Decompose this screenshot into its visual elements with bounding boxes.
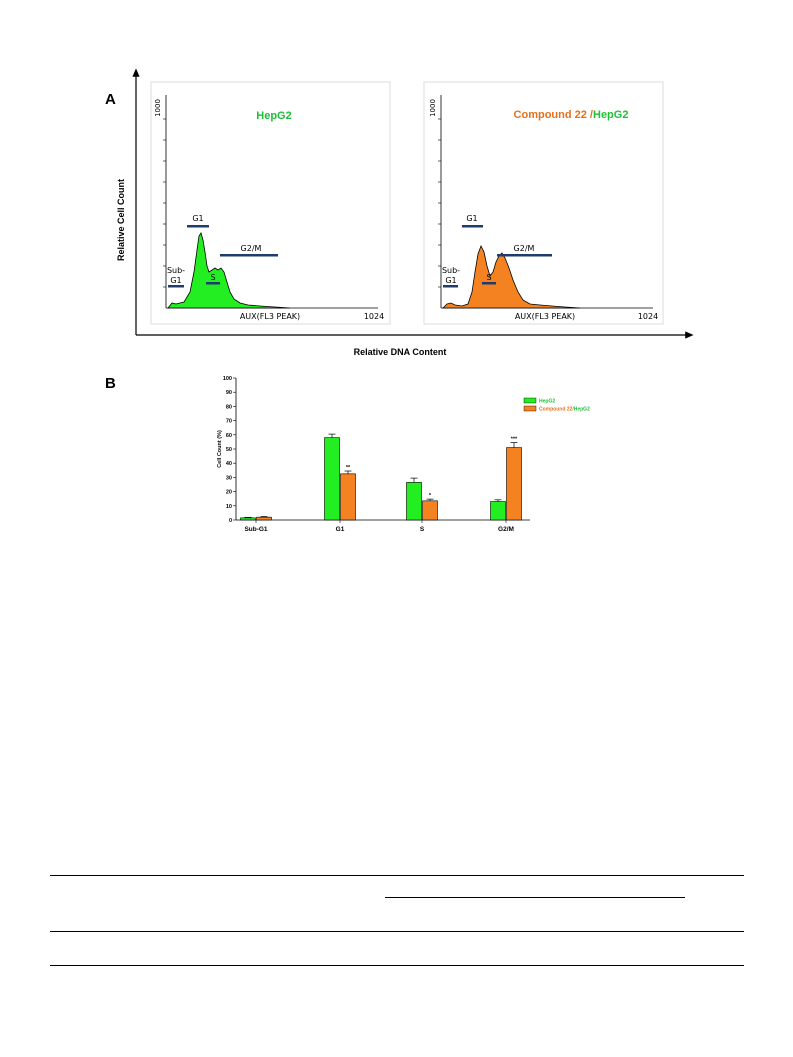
phase-label-g1: G1 xyxy=(466,214,477,223)
histogram-y-ticks xyxy=(163,118,166,288)
y-axis-title: Relative Cell Count xyxy=(116,179,126,261)
histogram-title-part-1: / xyxy=(587,109,593,121)
bar-compound22 xyxy=(422,500,438,521)
phase-bar-g2m xyxy=(220,254,278,257)
phase-bar-g2m xyxy=(497,254,552,257)
bar-y-tick-label: 100 xyxy=(223,376,232,382)
panel-a-letter: A xyxy=(105,91,116,108)
table-top-rule xyxy=(50,875,744,876)
histogram-frame xyxy=(150,81,391,325)
histogram-frame xyxy=(423,81,664,325)
histogram-title-part-0: Compound 22 xyxy=(514,109,587,121)
phase-bar-g1 xyxy=(462,225,483,228)
x-axis-title: Relative DNA Content xyxy=(354,347,447,357)
legend-label-part-1: / xyxy=(572,407,574,413)
phase-label-subg1-line2: G1 xyxy=(170,276,181,285)
bar-category-label: G2/M xyxy=(498,526,514,533)
phase-bar-subg1 xyxy=(443,285,458,288)
histogram-hepg2: 1000 HepG2 Sub- G1 G1 S G2/M AUX(FL3 PEA… xyxy=(150,81,391,325)
histogram-x-axis-label: AUX(FL3 PEAK) xyxy=(240,312,300,321)
legend-label-part-0: Compound 22 xyxy=(539,407,573,413)
phase-bar-g1 xyxy=(187,225,209,228)
histogram-curve-compound22 xyxy=(442,245,581,309)
phase-label-g2m: G2/M xyxy=(514,244,535,253)
bar-y-tick-label: 50 xyxy=(226,447,232,453)
bar-compound22 xyxy=(506,447,522,521)
histogram-compound22: 1000 Compound 22 /HepG2 Sub- G1 G1 S G2/… xyxy=(423,81,664,325)
bar-hepg2 xyxy=(490,501,506,521)
phase-bar-subg1 xyxy=(168,285,184,288)
legend-label-compound22: Compound 22/HepG2 xyxy=(539,407,590,413)
histogram-title-part-0: HepG2 xyxy=(256,110,291,122)
legend-label-part-2: HepG2 xyxy=(574,407,590,413)
bar-category-label: Sub-G1 xyxy=(244,526,267,533)
table-mid-rule xyxy=(50,931,744,932)
phase-label-g2m: G2/M xyxy=(241,244,262,253)
phase-label-subg1-line1: Sub- xyxy=(442,266,460,275)
significance-label: *** xyxy=(511,437,518,443)
bar-chart: 0 10 20 30 40 50 60 70 80 90 100 Cell Count (%) Sub-… xyxy=(217,376,590,533)
histogram-y-max-label: 1000 xyxy=(429,99,437,117)
bar-y-tick-label: 20 xyxy=(226,490,232,496)
bar-y-tick-label: 70 xyxy=(226,419,232,425)
phase-bar-s xyxy=(206,282,220,285)
phase-label-s: S xyxy=(486,273,491,282)
phase-label-subg1-line1: Sub- xyxy=(167,266,185,275)
bar-compound22 xyxy=(340,473,356,521)
histogram-x-max-label: 1024 xyxy=(638,312,658,321)
significance-label: ** xyxy=(346,465,351,471)
bar-compound22 xyxy=(256,516,272,521)
phase-label-g1: G1 xyxy=(192,214,203,223)
histogram-title: HepG2 xyxy=(256,110,291,122)
bar-category-label: S xyxy=(420,526,425,533)
bar-y-tick-label: 0 xyxy=(229,518,232,524)
histogram-y-ticks xyxy=(438,118,441,288)
legend-label-part-0: HepG2 xyxy=(539,399,555,405)
bar-category-label: G1 xyxy=(336,526,345,533)
histogram-x-max-label: 1024 xyxy=(364,312,384,321)
bar-y-tick-label: 30 xyxy=(226,475,232,481)
phase-bar-s xyxy=(482,282,496,285)
legend-swatch-compound22 xyxy=(523,405,537,412)
phase-label-s: S xyxy=(210,273,215,282)
panel-b-letter: B xyxy=(105,375,116,392)
bar-y-tick-label: 10 xyxy=(226,504,232,510)
histogram-y-max-label: 1000 xyxy=(154,99,162,117)
bar-y-axis-label: Cell Count (%) xyxy=(217,430,223,468)
bar-y-tick-label: 60 xyxy=(226,433,232,439)
bar-y-tick-label: 80 xyxy=(226,404,232,410)
legend-label-hepg2: HepG2 xyxy=(539,399,555,405)
phase-label-subg1-line2: G1 xyxy=(445,276,456,285)
histogram-x-axis-label: AUX(FL3 PEAK) xyxy=(515,312,575,321)
histogram-title-part-2: HepG2 xyxy=(593,109,628,121)
bar-hepg2 xyxy=(240,517,256,521)
histogram-curve-hepg2 xyxy=(167,232,291,309)
histogram-title: Compound 22 /HepG2 xyxy=(514,109,629,121)
table-sub-rule xyxy=(385,897,685,898)
bar-y-tick-label: 90 xyxy=(226,390,232,396)
bar-y-tick-label: 40 xyxy=(226,461,232,467)
bar-hepg2 xyxy=(406,482,422,521)
significance-label: * xyxy=(429,493,432,499)
bar-hepg2 xyxy=(324,437,340,521)
legend-swatch-hepg2 xyxy=(523,397,537,404)
table-bottom-rule xyxy=(50,965,744,966)
